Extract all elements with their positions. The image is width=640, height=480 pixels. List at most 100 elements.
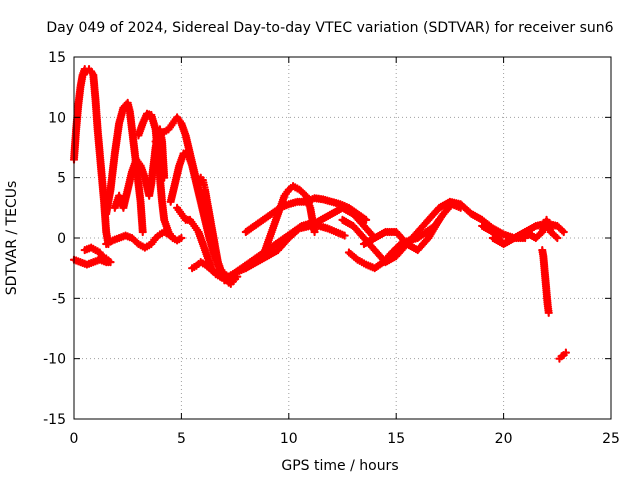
data-point [427,218,430,222]
data-point [160,140,164,143]
data-point [117,122,121,125]
data-point [160,200,164,203]
y-tick-label: 0 [57,231,66,247]
data-point [145,112,149,115]
series-trace-b [69,243,115,269]
data-point [313,196,316,200]
data-point [261,218,265,222]
data-point [180,212,183,216]
data-point [373,236,376,240]
data-point [190,266,194,270]
data-point [171,236,175,240]
y-tick-label: 5 [57,171,66,187]
data-point [304,200,308,203]
data-point [188,218,192,222]
data-point [221,273,224,276]
data-point [231,280,235,283]
data-point [253,224,256,228]
data-point [186,152,190,155]
data-point [158,134,162,137]
data-point [298,227,301,230]
data-point [523,230,527,234]
axis-ticks: 0 5 10 15 20 25 -15 -10 -5 0 5 10 15 [43,50,620,447]
data-point [319,218,323,222]
data-point [111,239,114,242]
y-tick-label: -5 [52,291,66,307]
series-trace-o [241,194,371,237]
data-point [117,194,121,197]
data-point [208,266,211,270]
data-point [543,266,546,270]
data-point [130,236,134,240]
data-point [74,128,78,131]
data-point [546,303,549,306]
data-point [154,140,157,143]
data-point [175,239,179,242]
data-point [212,236,215,240]
data-point [83,248,86,252]
data-point [216,260,220,264]
data-point [109,260,112,264]
data-point [480,218,484,222]
data-point [180,122,183,125]
data-point [334,230,338,234]
data-point [384,230,387,234]
data-point [182,152,185,155]
data-point [279,206,282,210]
data-point [173,182,177,185]
data-point [79,85,82,89]
data-point [137,182,140,185]
data-point [236,275,239,278]
data-point [513,236,516,240]
data-point [197,182,200,185]
data-point [274,242,278,246]
data-point [143,176,147,179]
y-tick-label: 10 [48,110,66,126]
data-point [390,251,394,254]
data-point [313,230,316,234]
data-point [266,242,269,246]
data-point [169,200,172,203]
x-tick-label: 15 [387,431,405,447]
data-point [132,146,136,149]
data-point [558,357,561,360]
data-point [154,236,157,240]
data-point [130,128,134,131]
data-point [139,200,142,203]
data-point [205,254,209,258]
data-point [117,236,121,240]
data-point [330,212,333,216]
data-point [150,182,153,185]
data-point [560,355,563,358]
data-point [214,248,217,252]
data-point [236,270,239,273]
data-point [141,230,144,234]
data-point [233,277,237,281]
y-tick-label: -15 [43,412,66,428]
data-point [126,101,129,105]
data-point [137,242,140,246]
data-point [109,188,112,191]
data-point [542,254,545,258]
data-point [321,198,325,201]
data-point [270,230,273,234]
data-point [244,266,248,270]
y-tick-label: -10 [43,352,66,368]
data-point [203,188,207,191]
data-point [167,128,170,131]
data-point [77,104,80,107]
data-point [287,188,290,191]
data-point [98,258,101,261]
x-axis-label: GPS time / hours [281,458,398,474]
data-point [544,279,547,282]
data-point [309,224,312,228]
data-point [126,188,129,191]
data-point [545,218,548,222]
data-point [395,254,398,258]
x-tick-label: 0 [70,431,79,447]
data-point [113,152,117,155]
data-point [96,128,99,131]
data-point [199,200,202,203]
data-point [92,260,95,264]
data-point [94,98,97,101]
